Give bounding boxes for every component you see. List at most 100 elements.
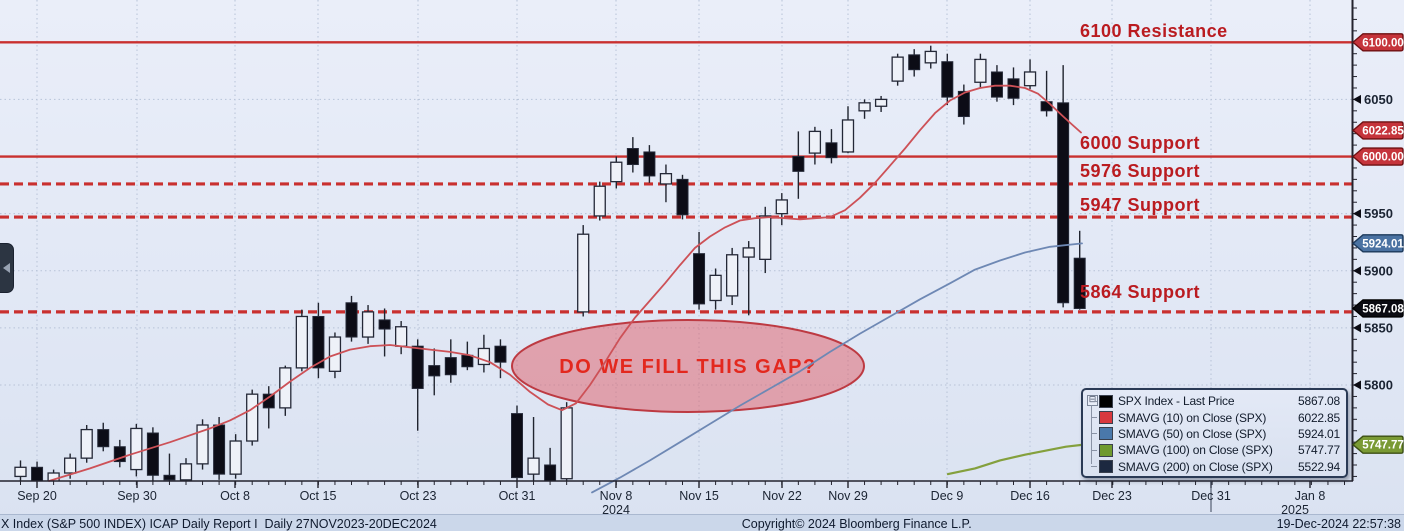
price-badge: [1351, 33, 1404, 52]
axes: [0, 0, 1357, 512]
x-axis-date-label: Nov 29: [828, 489, 868, 503]
x-axis-year-label: 2025: [1281, 503, 1309, 514]
candle: [610, 156, 623, 189]
legend-tree-stub: [1091, 466, 1097, 468]
candle: [990, 65, 1003, 102]
support-resistance-label: 5976 Support: [1080, 161, 1200, 181]
candle: [792, 131, 805, 199]
candle-body-down: [146, 432, 159, 476]
candle-body-down: [31, 466, 44, 481]
y-tick-arrow-icon: [1353, 323, 1361, 333]
x-axis-date-label: Oct 31: [499, 489, 536, 503]
price-badge-value: 5924.01: [1362, 238, 1404, 250]
candle-body-down: [1057, 102, 1070, 304]
x-axis-date-label: Sep 30: [117, 489, 157, 503]
legend-tree-stub: [1091, 417, 1097, 419]
support-resistance-label: 5864 Support: [1080, 282, 1200, 302]
candle-body-down: [494, 345, 507, 363]
x-axis-date-label: Oct 15: [300, 489, 337, 503]
candle: [941, 53, 954, 106]
x-axis-date-label: Oct 8: [220, 489, 250, 503]
legend-row[interactable]: SMAVG (10) on Close (SPX) 6022.85: [1091, 409, 1340, 425]
y-tick-arrow-icon: [1353, 266, 1361, 276]
legend-label: SPX Index - Last Price: [1118, 394, 1235, 409]
moving-average-line: [48, 84, 1082, 482]
candle-body-up: [808, 130, 822, 154]
moving-averages: [48, 84, 1088, 494]
candle-body-down: [792, 156, 805, 172]
candle-body-down: [1007, 78, 1020, 99]
candle: [361, 305, 375, 344]
candle: [593, 181, 606, 221]
legend-swatch-icon: [1099, 460, 1113, 474]
candle-body-down: [908, 54, 921, 71]
legend-label: SMAVG (10) on Close (SPX): [1118, 410, 1267, 425]
x-axis-date-label: Sep 20: [17, 489, 57, 503]
candle: [1057, 65, 1070, 308]
legend-row[interactable]: SMAVG (200) on Close (SPX) 5522.94: [1091, 459, 1340, 475]
candles: [14, 45, 1086, 481]
candle: [262, 386, 275, 429]
legend-swatch-icon: [1099, 394, 1113, 408]
candle-body-up: [64, 457, 77, 474]
legend-row[interactable]: SMAVG (100) on Close (SPX) 5747.77: [1091, 442, 1340, 458]
price-badge-value: 6000.00: [1362, 152, 1404, 164]
candle: [196, 419, 209, 470]
x-axis-date-label: Nov 22: [762, 489, 802, 503]
candle-body-up: [295, 315, 309, 369]
candle-body-up: [279, 367, 292, 409]
candle: [924, 45, 937, 69]
candle: [726, 247, 739, 306]
legend-value: 5522.94: [1298, 459, 1340, 474]
candle: [394, 321, 408, 355]
panel-collapse-handle[interactable]: [0, 243, 14, 293]
price-badge: [1351, 234, 1404, 253]
candle-body-down: [113, 446, 126, 463]
x-axis-date-label: Dec 23: [1092, 489, 1132, 503]
candle-body-up: [80, 428, 93, 459]
candle-body-down: [544, 464, 557, 481]
chart-legend: ⊟ SPX Index - Last Price 5867.08 SMAVG (…: [1081, 388, 1348, 478]
candle: [874, 95, 888, 112]
legend-row[interactable]: SPX Index - Last Price 5867.08: [1091, 393, 1340, 409]
support-resistance-label: 6100 Resistance: [1080, 21, 1228, 41]
y-axis-tick-label: 5900: [1364, 263, 1393, 278]
candle-body-up: [394, 326, 408, 347]
candle-body-up: [527, 457, 540, 475]
gap-ellipse: [511, 319, 865, 413]
candle: [1023, 59, 1037, 90]
candle-body-up: [709, 274, 722, 302]
candle-body-down: [957, 90, 970, 118]
candle: [1040, 70, 1053, 117]
x-axis-year-label: 2024: [602, 503, 630, 514]
legend-row[interactable]: SMAVG (50) on Close (SPX) 5924.01: [1091, 426, 1340, 442]
candle-body-up: [659, 173, 673, 185]
candle-body-down: [511, 413, 523, 479]
price-badge-value: 5747.77: [1362, 440, 1404, 452]
legend-collapse-icon[interactable]: ⊟: [1087, 394, 1098, 406]
candle: [511, 405, 523, 481]
gap-ellipse-annotation: DO WE FILL THIS GAP?: [511, 319, 865, 413]
x-axis-date-label: Dec 31: [1191, 489, 1231, 503]
candle: [693, 231, 706, 310]
price-badge-value: 6100.00: [1362, 37, 1404, 49]
price-badge: [1351, 147, 1404, 166]
candle: [113, 439, 126, 468]
candle-body-up: [742, 247, 755, 258]
candle-body-up: [179, 463, 193, 481]
timestamp: 19-Dec-2024 22:57:38: [1276, 516, 1401, 531]
legend-value: 6022.85: [1298, 410, 1340, 425]
candle-body-down: [444, 357, 457, 376]
candle: [312, 302, 325, 379]
support-resistance-lines: [0, 41, 1352, 314]
candle: [229, 434, 242, 479]
candle-body-up: [196, 424, 209, 465]
candle: [345, 295, 358, 342]
candle: [643, 145, 656, 183]
candle-body-up: [775, 199, 788, 215]
price-chart[interactable]: DO WE FILL THIS GAP? 6100 Resistance 6000 …: [0, 0, 1404, 514]
candle-body-up: [577, 233, 590, 313]
candle-body-down: [411, 345, 424, 389]
legend-swatch-icon: [1099, 411, 1113, 425]
candle: [659, 164, 673, 203]
